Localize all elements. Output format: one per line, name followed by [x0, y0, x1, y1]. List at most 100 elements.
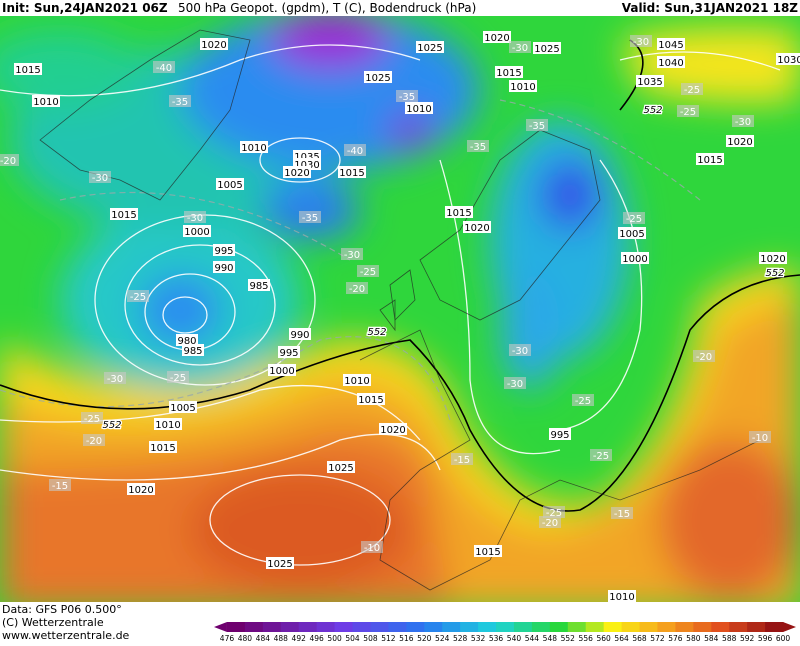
temperature-label: -30	[92, 173, 108, 184]
pressure-label: 1025	[417, 43, 442, 54]
valid-time: Valid: Sun,31JAN2021 18Z	[622, 1, 799, 15]
data-source: Data: GFS P06 0.500°	[2, 603, 122, 616]
pressure-label-box	[343, 374, 371, 386]
pressure-label: 1020	[464, 223, 489, 234]
pressure-label-box	[268, 364, 296, 376]
pressure-label: 1000	[269, 366, 294, 377]
colorbar-tick-label: 552	[561, 634, 576, 642]
temperature-label: -20	[542, 518, 558, 529]
pressure-label-box	[183, 225, 211, 237]
temperature-label-box	[681, 83, 703, 95]
pressure-label-box	[357, 393, 385, 405]
colorbar-tick-label: 492	[292, 634, 307, 642]
temperature-label: -30	[107, 374, 123, 385]
colorbar-swatch	[531, 622, 551, 632]
temperature-label: -25	[546, 508, 562, 519]
colorbar-tick-label: 532	[471, 634, 486, 642]
colorbar-swatch	[316, 622, 336, 632]
pressure-label: 1015	[358, 395, 383, 406]
pressure-label: 1030	[294, 160, 319, 171]
colorbar-arrow-left	[214, 622, 227, 632]
temperature-label-box	[467, 140, 489, 152]
colorbar-tick-label: 480	[238, 634, 253, 642]
colorbar-tick-label: 500	[327, 634, 342, 642]
colorbar-swatch	[621, 622, 641, 632]
pressure-label-box	[176, 334, 198, 346]
colorbar-swatch	[549, 622, 569, 632]
pressure-label-box	[696, 153, 724, 165]
colorbar-swatch	[478, 622, 497, 632]
temperature-label: -25	[626, 214, 642, 225]
colorbar-swatch	[406, 622, 425, 632]
temperature-label: -35	[399, 92, 415, 103]
pressure-label: 1020	[727, 137, 752, 148]
website: www.wetterzentrale.de	[2, 629, 130, 642]
pressure-label: 1005	[170, 403, 195, 414]
pressure-label: 980	[177, 336, 196, 347]
temperature-label: -20	[0, 156, 16, 167]
temperature-label: -25	[360, 267, 376, 278]
temperature-label-box	[361, 541, 383, 553]
temperature-label-box	[104, 372, 126, 384]
pressure-label-box	[445, 206, 473, 218]
colorbar-tick-label: 572	[650, 634, 665, 642]
pressure-label-box	[483, 31, 511, 43]
temperature-label: -20	[349, 284, 365, 295]
temperature-label-box	[509, 344, 531, 356]
temperature-label: -30	[344, 250, 360, 261]
pressure-label-box	[278, 346, 300, 358]
colorbar-tick-label: 524	[435, 634, 450, 642]
colorbar-tick-label: 508	[363, 634, 378, 642]
colorbar-swatch	[424, 622, 443, 632]
colorbar-tick-label: 516	[399, 634, 414, 642]
colorbar-tick-label: 564	[614, 634, 629, 642]
pressure-label: 1020	[760, 254, 785, 265]
temperature-label: -25	[680, 107, 696, 118]
temperature-label: -30	[512, 43, 528, 54]
pressure-label: 1015	[339, 168, 364, 179]
colorbar-tick-label: 576	[668, 634, 683, 642]
pressure-label-box	[495, 66, 523, 78]
colorbar-tick-label: 488	[274, 634, 289, 642]
temperature-label-box	[749, 431, 771, 443]
temperature-label: -25	[593, 451, 609, 462]
pressure-label: 1015	[496, 68, 521, 79]
temperature-label: -10	[752, 433, 768, 444]
pressure-label: 1035	[294, 152, 319, 163]
temperature-label-box	[169, 95, 191, 107]
pressure-label-box	[379, 423, 407, 435]
pressure-label-box	[110, 208, 138, 220]
temperature-label: -30	[512, 346, 528, 357]
pressure-label-box	[266, 557, 294, 569]
temperature-label-box	[543, 506, 565, 518]
pressure-label: 1025	[365, 73, 390, 84]
colorbar-swatch	[675, 622, 694, 632]
pressure-label: 1015	[111, 210, 136, 221]
colorbar-swatch	[370, 622, 389, 632]
pressure-label-box	[182, 344, 204, 356]
temperature-label-box	[677, 105, 699, 117]
colorbar-swatch	[460, 622, 479, 632]
pressure-label: 1025	[328, 463, 353, 474]
temperature-label-box	[623, 212, 645, 224]
temperature-label-box	[341, 248, 363, 260]
pressure-label: 1015	[475, 547, 500, 558]
pressure-label: 1010	[609, 592, 634, 603]
colorbar-swatch	[262, 622, 282, 632]
pressure-label: 1010	[33, 97, 58, 108]
pressure-label: 1020	[484, 33, 509, 44]
colorbar-swatch	[765, 622, 784, 632]
pressure-label-box	[657, 56, 685, 68]
map-field: 1020 1015 1010 1025 1020 1025 1025 1015 1010 1010…	[0, 16, 800, 603]
temperature-label-box	[167, 371, 189, 383]
pressure-label-box	[32, 95, 60, 107]
colorbar-swatch	[352, 622, 371, 632]
temperature-label: -25	[170, 373, 186, 384]
pressure-label-box	[776, 53, 800, 65]
temperature-label-box	[451, 453, 473, 465]
temperature-label: -30	[633, 37, 649, 48]
pressure-label-box	[14, 63, 42, 75]
temperature-label-box	[504, 377, 526, 389]
pressure-label-box	[608, 590, 636, 602]
